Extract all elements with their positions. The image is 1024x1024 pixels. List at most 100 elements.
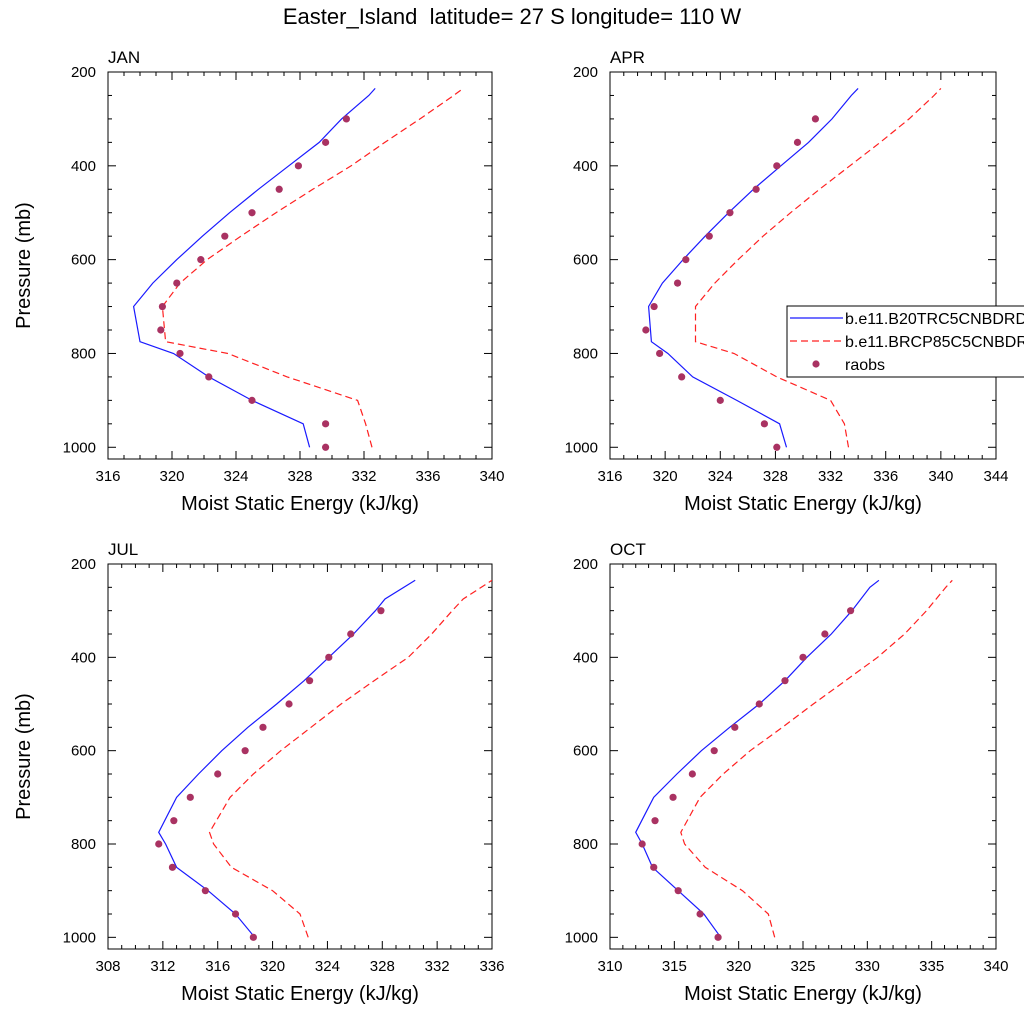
x-tick-label: 320	[260, 958, 285, 975]
x-tick-label: 335	[919, 958, 944, 975]
data-layer	[132, 87, 464, 451]
raobs-point	[847, 607, 855, 615]
y-tick-label: 1000	[565, 439, 598, 456]
x-tick-label: 336	[479, 958, 504, 975]
raobs-point	[201, 887, 209, 895]
panel-frame	[609, 563, 997, 950]
y-tick-label: 1000	[63, 439, 96, 456]
panel-title: OCT	[610, 540, 646, 559]
raobs-point	[377, 607, 385, 615]
x-tick-label: 328	[370, 958, 395, 975]
series-line-b-e11-brcp85c5cnbdrd	[680, 579, 953, 938]
raobs-point	[248, 396, 256, 404]
x-tick-label: 332	[351, 468, 376, 485]
raobs-point	[773, 443, 781, 451]
x-tick-label: 324	[708, 468, 733, 485]
raobs-point	[755, 700, 763, 708]
panel-frame	[609, 71, 997, 460]
raobs-point	[705, 232, 713, 240]
raobs-point	[650, 302, 658, 311]
raobs-point	[642, 326, 650, 334]
raobs-point	[696, 910, 704, 918]
raobs-point	[241, 747, 249, 755]
x-tick-label: 340	[983, 958, 1008, 975]
raobs-point	[821, 630, 829, 638]
raobs-point	[285, 700, 293, 708]
data-layer	[635, 579, 953, 941]
x-tick-label: 316	[95, 468, 120, 485]
raobs-point	[158, 302, 166, 311]
raobs-point	[231, 910, 240, 918]
raobs-point	[186, 793, 194, 801]
raobs-point	[673, 279, 682, 287]
raobs-point	[306, 677, 314, 685]
raobs-point	[669, 793, 677, 801]
x-tick-label: 336	[415, 468, 440, 485]
series-line-b-e11-brcp85c5cnbdrd	[694, 87, 942, 448]
raobs-point	[157, 326, 165, 334]
raobs-point	[294, 162, 302, 170]
y-axis-title: Pressure (mb)	[13, 202, 35, 329]
x-tick-label: 308	[95, 958, 120, 975]
raobs-point	[322, 420, 330, 428]
x-axis-title: Moist Static Energy (kJ/kg)	[684, 493, 922, 515]
panel-title: APR	[610, 48, 645, 67]
legend-marker-raobs	[812, 360, 820, 368]
y-tick-label: 1000	[565, 929, 598, 946]
raobs-point	[811, 115, 820, 123]
y-tick-label: 800	[71, 345, 96, 362]
x-axis-title: Moist Static Energy (kJ/kg)	[181, 983, 419, 1005]
panel-oct: OCT 310 315 320 325 330 335 340 200 400 600 800 1000…	[565, 540, 1009, 1005]
raobs-point	[651, 817, 659, 825]
raobs-point	[205, 373, 213, 381]
raobs-point	[688, 770, 696, 778]
raobs-point	[221, 232, 229, 240]
y-tick-label: 600	[71, 252, 96, 269]
y-tick-label: 200	[71, 64, 96, 81]
panel-title: JUL	[108, 540, 138, 559]
raobs-point	[773, 162, 781, 170]
raobs-point	[248, 209, 256, 217]
raobs-point	[731, 723, 739, 731]
raobs-point	[259, 723, 267, 731]
raobs-point	[170, 817, 178, 825]
y-tick-label: 800	[573, 345, 598, 362]
y-tick-label: 1000	[63, 929, 96, 946]
x-axis-title: Moist Static Energy (kJ/kg)	[181, 493, 419, 515]
legend-label: raobs	[845, 357, 885, 374]
x-tick-label: 310	[597, 958, 622, 975]
y-tick-label: 800	[573, 836, 598, 853]
y-tick-label: 600	[71, 743, 96, 760]
raobs-point	[322, 138, 330, 146]
raobs-point	[760, 420, 769, 428]
raobs-point	[726, 209, 734, 217]
x-tick-label: 340	[928, 468, 953, 485]
panel-title: JAN	[108, 48, 140, 67]
raobs-point	[781, 677, 789, 685]
y-tick-label: 400	[573, 158, 598, 175]
raobs-point	[716, 396, 724, 404]
y-tick-label: 600	[573, 743, 598, 760]
x-axis-title: Moist Static Energy (kJ/kg)	[684, 983, 922, 1005]
y-tick-label: 400	[573, 649, 598, 666]
raobs-point	[155, 840, 163, 848]
y-tick-label: 400	[71, 158, 96, 175]
figure-title: Easter_Island latitude= 27 S longitude= …	[282, 4, 742, 29]
raobs-point	[650, 863, 658, 871]
panel-frame	[107, 563, 493, 950]
raobs-point	[793, 138, 802, 146]
x-tick-label: 332	[818, 468, 843, 485]
y-tick-label: 200	[573, 556, 598, 573]
raobs-point	[322, 443, 330, 451]
series-line-b-e11-brcp85c5cnbdrd	[161, 87, 464, 448]
y-tick-label: 200	[573, 64, 598, 81]
panel-jul: JUL 308 312 316 320 324 328 332 336 200 400 600 800 1…	[13, 540, 505, 1005]
raobs-point	[678, 373, 686, 381]
x-tick-label: 320	[159, 468, 184, 485]
raobs-point	[275, 185, 283, 193]
panel-frame	[107, 71, 493, 460]
raobs-point	[342, 115, 350, 123]
legend-label: b.e11.BRCP85C5CNBDRD	[845, 334, 1024, 351]
x-tick-label: 340	[479, 468, 504, 485]
